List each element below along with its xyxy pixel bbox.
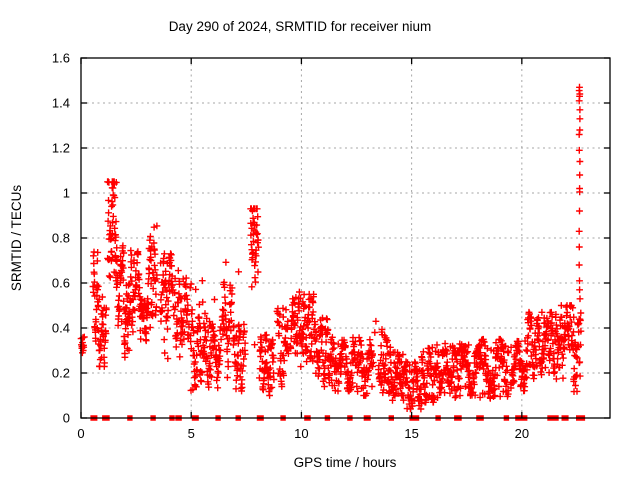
tick-labels: 0 5 10 15 20 0 0.2 0.4 0.6 0.8 1 1.2 1.4 1.6 (52, 51, 529, 442)
y-tick-label: 0.4 (52, 321, 70, 336)
y-tick-label: 1 (63, 186, 70, 201)
scatter-points (77, 83, 586, 421)
x-tick-label: 20 (515, 426, 529, 441)
y-tick-label: 0.2 (52, 366, 70, 381)
x-axis-label: GPS time / hours (294, 455, 397, 470)
y-tick-label: 1.4 (52, 96, 70, 111)
y-tick-label: 0.8 (52, 231, 70, 246)
x-tick-label: 15 (404, 426, 418, 441)
axes-frame (80, 57, 611, 419)
y-tick-label: 1.2 (52, 141, 70, 156)
x-tick-label: 5 (188, 426, 195, 441)
data-points-path (77, 83, 585, 413)
chart-title: Day 290 of 2024, SRMTID for receiver niu… (169, 19, 432, 34)
y-tick-label: 1.6 (52, 51, 70, 66)
y-tick-label: 0 (63, 411, 70, 426)
x-tick-label: 10 (294, 426, 308, 441)
x-tick-label: 0 (77, 426, 84, 441)
y-tick-label: 0.6 (52, 276, 70, 291)
zero-value-squares-path (90, 415, 586, 421)
y-axis-label: SRMTID / TECUs (9, 185, 24, 292)
